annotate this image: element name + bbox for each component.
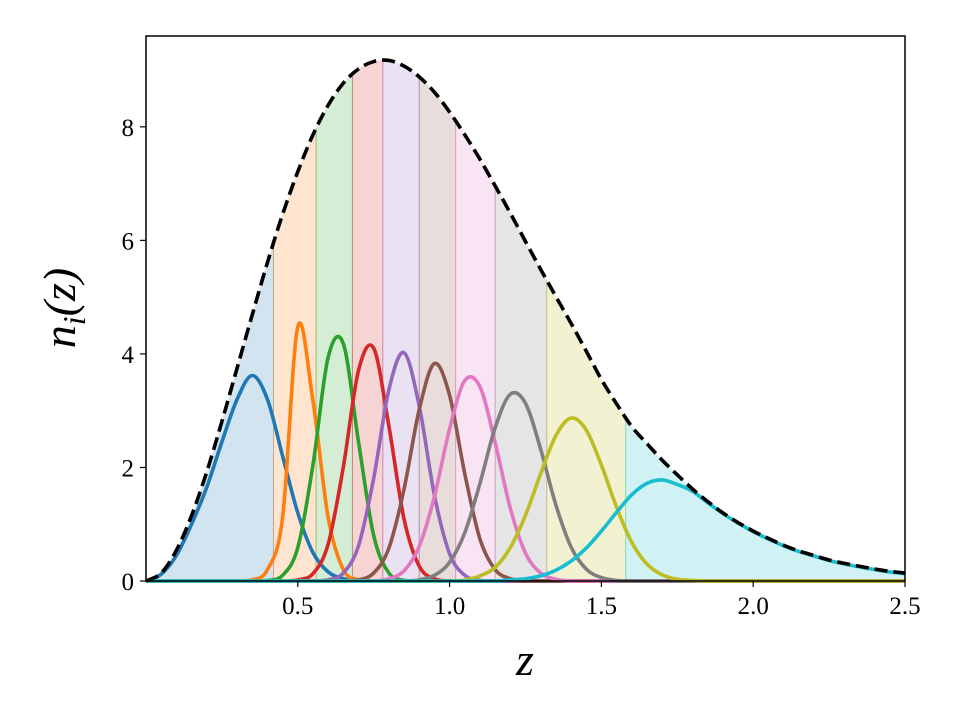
x-tick-label: 1.0 — [434, 593, 465, 620]
bin-region — [315, 60, 353, 582]
x-tick-label: 0.5 — [282, 593, 313, 620]
bin-region — [146, 60, 275, 582]
y-tick-label: 8 — [122, 115, 135, 142]
y-tick-label: 2 — [122, 455, 135, 482]
y-tick-label: 4 — [122, 342, 135, 369]
plot-frame — [145, 35, 906, 582]
bin-region — [494, 60, 548, 582]
y-tick-label: 0 — [122, 569, 135, 596]
x-tick-label: 2.5 — [889, 593, 920, 620]
total-curve — [145, 58, 906, 583]
axes: 0 2 4 6 8 0.5 1.0 1.5 2.0 2.5 — [122, 115, 921, 620]
bin-shading — [146, 60, 905, 582]
y-label-rest: (z) — [34, 268, 85, 317]
bin-region — [418, 60, 457, 582]
bin-region — [625, 60, 905, 582]
x-tick-label: 2.0 — [738, 593, 769, 620]
y-label-sub: i — [56, 316, 92, 325]
y-label-base: n — [34, 325, 85, 348]
x-tick-label: 1.5 — [586, 593, 617, 620]
y-axis-label: ni(z) — [34, 268, 92, 348]
x-axis-label: z — [515, 634, 534, 685]
y-tick-label: 6 — [122, 228, 135, 255]
